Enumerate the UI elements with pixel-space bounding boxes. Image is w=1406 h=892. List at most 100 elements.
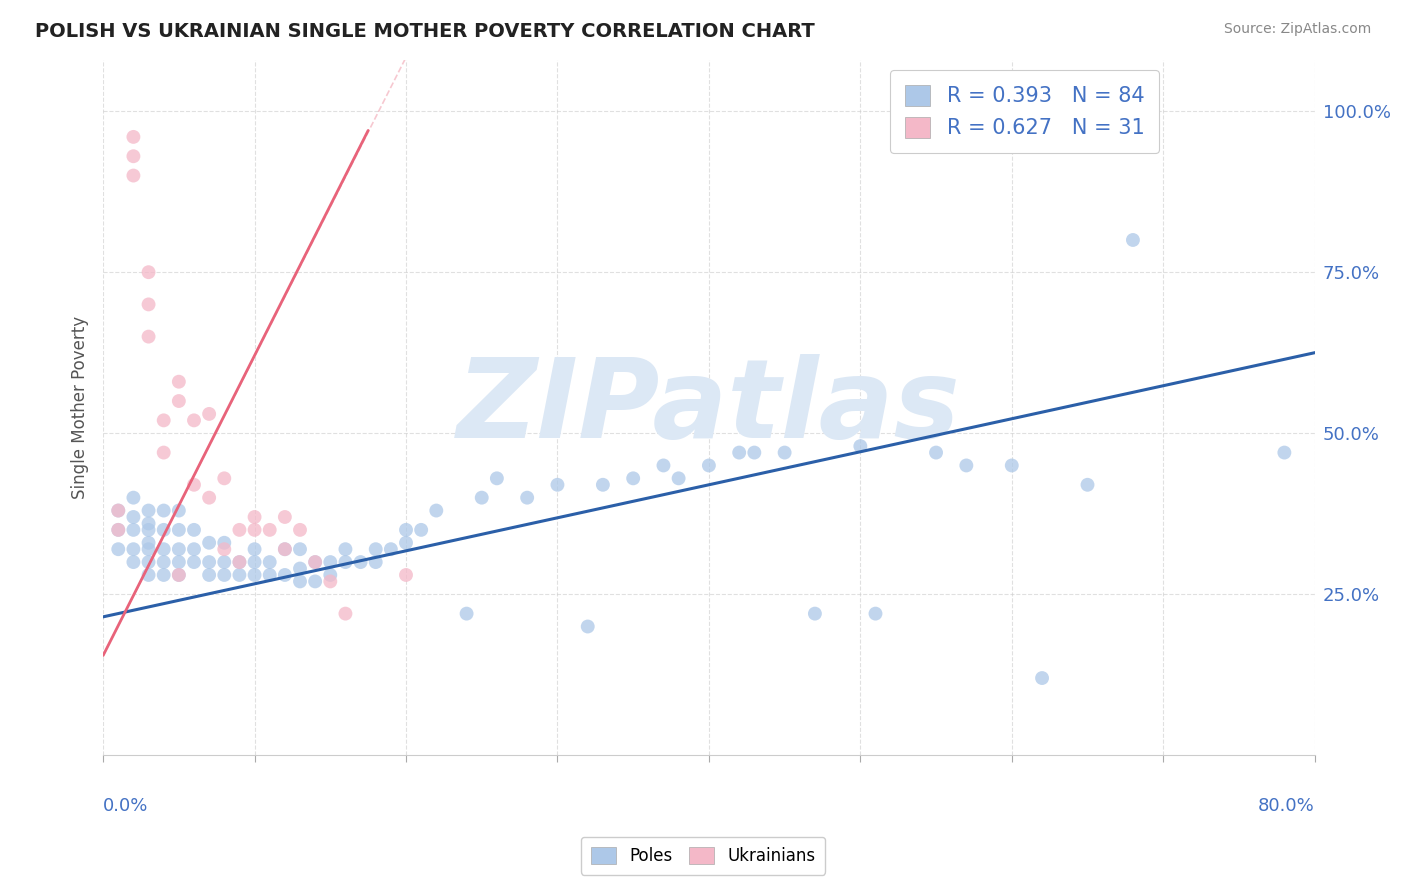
Point xyxy=(138,503,160,517)
Point xyxy=(107,523,129,537)
Y-axis label: Single Mother Poverty: Single Mother Poverty xyxy=(72,316,89,499)
Point xyxy=(122,542,145,557)
Point xyxy=(122,555,145,569)
Point xyxy=(364,542,387,557)
Point xyxy=(546,477,568,491)
Point xyxy=(773,445,796,459)
Point xyxy=(152,413,174,427)
Point xyxy=(1122,233,1144,247)
Point xyxy=(198,491,221,505)
Point xyxy=(274,510,297,524)
Point xyxy=(335,555,357,569)
Point xyxy=(274,542,297,557)
Point xyxy=(955,458,977,473)
Point xyxy=(395,568,418,582)
Point xyxy=(288,574,311,589)
Point xyxy=(259,555,281,569)
Point xyxy=(668,471,690,485)
Point xyxy=(122,149,145,163)
Point xyxy=(304,555,326,569)
Point xyxy=(865,607,887,621)
Point xyxy=(425,503,447,517)
Point xyxy=(1001,458,1024,473)
Text: Source: ZipAtlas.com: Source: ZipAtlas.com xyxy=(1223,22,1371,37)
Point xyxy=(138,265,160,279)
Point xyxy=(516,491,538,505)
Point xyxy=(804,607,827,621)
Point xyxy=(243,568,266,582)
Point xyxy=(395,535,418,549)
Point xyxy=(183,542,205,557)
Legend: R = 0.393   N = 84, R = 0.627   N = 31: R = 0.393 N = 84, R = 0.627 N = 31 xyxy=(890,70,1159,153)
Point xyxy=(122,491,145,505)
Point xyxy=(122,129,145,144)
Point xyxy=(198,555,221,569)
Point xyxy=(198,407,221,421)
Point xyxy=(167,542,190,557)
Point xyxy=(214,555,236,569)
Point xyxy=(228,555,250,569)
Point xyxy=(214,535,236,549)
Point xyxy=(243,523,266,537)
Point xyxy=(1272,445,1295,459)
Point xyxy=(138,555,160,569)
Point xyxy=(395,523,418,537)
Point xyxy=(288,542,311,557)
Point xyxy=(335,607,357,621)
Point xyxy=(138,535,160,549)
Point xyxy=(621,471,644,485)
Point xyxy=(335,542,357,557)
Point xyxy=(183,523,205,537)
Point xyxy=(925,445,948,459)
Text: 80.0%: 80.0% xyxy=(1258,797,1315,815)
Point xyxy=(214,542,236,557)
Point xyxy=(259,568,281,582)
Point xyxy=(107,503,129,517)
Point xyxy=(198,568,221,582)
Point xyxy=(243,510,266,524)
Point xyxy=(243,555,266,569)
Legend: Poles, Ukrainians: Poles, Ukrainians xyxy=(581,837,825,875)
Point xyxy=(1031,671,1053,685)
Point xyxy=(652,458,675,473)
Point xyxy=(152,568,174,582)
Point xyxy=(138,568,160,582)
Point xyxy=(1076,477,1098,491)
Point xyxy=(122,523,145,537)
Point xyxy=(319,574,342,589)
Point xyxy=(214,471,236,485)
Point xyxy=(288,523,311,537)
Point xyxy=(744,445,766,459)
Text: ZIPatlas: ZIPatlas xyxy=(457,354,960,461)
Point xyxy=(456,607,478,621)
Point xyxy=(485,471,508,485)
Point xyxy=(183,477,205,491)
Point xyxy=(274,568,297,582)
Point xyxy=(167,568,190,582)
Point xyxy=(152,503,174,517)
Point xyxy=(319,568,342,582)
Point xyxy=(592,477,614,491)
Point xyxy=(152,445,174,459)
Point xyxy=(259,523,281,537)
Point xyxy=(122,169,145,183)
Point xyxy=(107,523,129,537)
Point xyxy=(167,523,190,537)
Point xyxy=(138,297,160,311)
Point xyxy=(138,542,160,557)
Point xyxy=(152,555,174,569)
Point xyxy=(138,516,160,531)
Point xyxy=(849,439,872,453)
Point xyxy=(152,523,174,537)
Point xyxy=(576,619,599,633)
Point xyxy=(228,523,250,537)
Point xyxy=(183,555,205,569)
Point xyxy=(167,555,190,569)
Point xyxy=(319,555,342,569)
Point xyxy=(122,510,145,524)
Text: POLISH VS UKRAINIAN SINGLE MOTHER POVERTY CORRELATION CHART: POLISH VS UKRAINIAN SINGLE MOTHER POVERT… xyxy=(35,22,815,41)
Point xyxy=(728,445,751,459)
Point xyxy=(107,542,129,557)
Point xyxy=(228,555,250,569)
Point xyxy=(138,523,160,537)
